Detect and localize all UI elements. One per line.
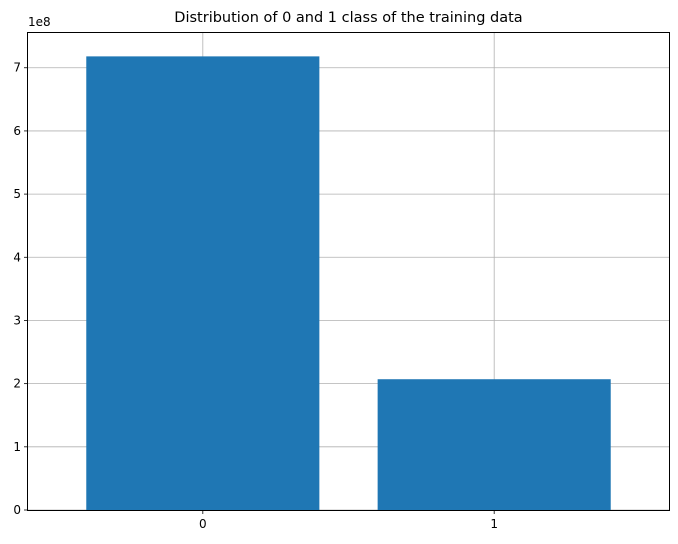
bar-1: [377, 379, 611, 510]
axis-ticks: 0 1 2 3 4 5 6 7 0 1: [13, 61, 498, 531]
y-tick-label: 4: [13, 250, 21, 264]
x-tick-label: 0: [199, 517, 207, 531]
axes-frame: [27, 32, 670, 511]
bar-0: [86, 56, 320, 510]
y-tick-label: 3: [13, 313, 21, 327]
y-tick-label: 2: [13, 377, 21, 391]
chart-title: Distribution of 0 and 1 class of the tra…: [174, 10, 522, 26]
y-tick-label: 1: [13, 440, 21, 454]
y-tick-label: 5: [13, 187, 21, 201]
y-tick-label: 0: [13, 503, 21, 517]
bars: [86, 56, 611, 510]
y-tick-label: 6: [13, 124, 21, 138]
y-tick-label: 7: [13, 61, 21, 75]
y-offset-label: 1e8: [28, 15, 51, 29]
x-tick-label: 1: [490, 517, 498, 531]
